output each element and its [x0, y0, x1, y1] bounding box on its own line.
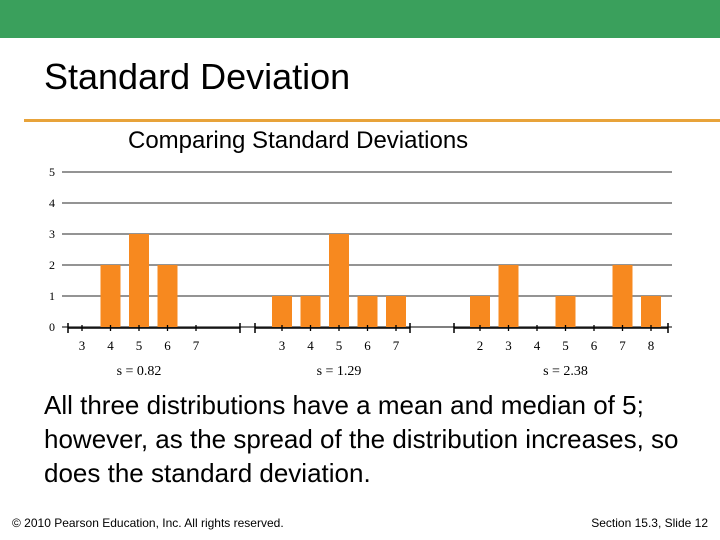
bar [100, 265, 121, 327]
title-divider [24, 119, 720, 122]
bar [357, 296, 378, 327]
x-tick-label: 3 [505, 338, 512, 353]
x-tick-label: 3 [279, 338, 286, 353]
slide-number-footer: Section 15.3, Slide 12 [591, 516, 708, 530]
chart-title: Comparing Standard Deviations [128, 127, 469, 154]
bar [272, 296, 292, 327]
y-tick-label: 1 [49, 289, 55, 303]
x-tick-label: 6 [591, 338, 598, 353]
std-dev-label: s = 0.82 [117, 364, 162, 379]
y-tick-label: 4 [49, 196, 55, 210]
y-tick-label: 3 [49, 227, 55, 241]
x-tick-label: 7 [193, 338, 200, 353]
x-tick-label: 6 [364, 338, 371, 353]
bar [498, 265, 519, 327]
std-dev-label: s = 2.38 [543, 364, 588, 379]
bar [129, 234, 149, 327]
header-bar [0, 0, 720, 38]
slide-title: Standard Deviation [44, 56, 351, 97]
bar-chart: 0 1 2 3 4 5 3 4 5 6 7 s = 0.82 3 4 5 6 7 s = 1.29 2 3 4 5 6 7 8 s… [49, 165, 672, 379]
bar [555, 296, 576, 327]
std-dev-label: s = 1.29 [317, 364, 362, 379]
bar [157, 265, 178, 327]
x-tick-label: 4 [107, 338, 114, 353]
x-tick-label: 6 [164, 338, 171, 353]
y-tick-label: 2 [49, 258, 55, 272]
bar [612, 265, 633, 327]
copyright-footer: © 2010 Pearson Education, Inc. All right… [12, 516, 284, 530]
x-tick-label: 3 [79, 338, 86, 353]
bar [329, 234, 349, 327]
x-tick-label: 4 [307, 338, 314, 353]
y-tick-label: 0 [49, 320, 55, 334]
x-tick-label: 5 [336, 338, 343, 353]
x-tick-label: 5 [136, 338, 143, 353]
bar [470, 296, 490, 327]
bar [641, 296, 661, 327]
x-tick-label: 4 [534, 338, 541, 353]
x-tick-label: 7 [393, 338, 400, 353]
x-tick-label: 2 [477, 338, 484, 353]
x-tick-label: 5 [562, 338, 569, 353]
x-tick-label: 7 [619, 338, 626, 353]
bar [300, 296, 321, 327]
y-tick-label: 5 [49, 165, 55, 179]
x-tick-label: 8 [648, 338, 655, 353]
bar [386, 296, 406, 327]
body-paragraph: All three distributions have a mean and … [44, 390, 679, 488]
